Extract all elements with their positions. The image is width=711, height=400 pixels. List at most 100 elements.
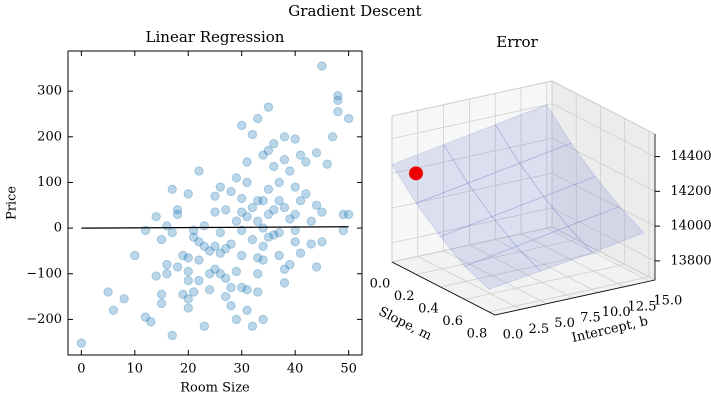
y-tick-label: 200 [37,129,62,144]
scatter-point [258,314,268,325]
x-tick-label: 10 [127,362,144,377]
scatter-point [306,239,316,249]
scatter-point [215,269,226,279]
scatter-point [333,95,343,105]
scatter-point [253,287,263,297]
y-tick-label: 2.5 [528,322,549,337]
z-tick-label: 14200 [670,184,711,199]
scatter-point [237,207,247,217]
scatter-point [258,196,268,206]
scatter-point [269,161,279,172]
grid-line [440,251,601,288]
y-tick-label: 15.0 [653,294,682,309]
scatter-point [183,275,193,286]
scatter-point [263,184,274,195]
scatter-point [199,321,210,331]
scatter-point [290,134,300,144]
axis-line [494,279,656,316]
y-tick-label: 5.0 [554,316,575,331]
grid-line [495,239,599,293]
surface-patch [543,176,621,227]
y-axis-label: Price [5,186,20,220]
scatter-point [140,312,151,322]
y-tick-label: 100 [37,175,62,190]
scatter-point [194,255,204,265]
scatter-point [151,211,161,222]
scatter-point [76,338,87,348]
scatter-point [167,227,177,238]
y-tick-label: 0 [54,221,62,236]
scatter-point [242,211,252,222]
y-tick-label: 12.5 [628,299,657,314]
scatter-point [194,275,204,286]
x-tick-label: 20 [180,362,197,377]
scatter-point [301,157,311,167]
grid-line [551,207,656,262]
scatter-point [322,159,332,169]
scatter-point [274,250,284,261]
scatter-point [188,225,199,236]
scatter-point [338,225,348,236]
scatter-point [274,227,284,238]
scatter-point [172,209,183,220]
surface-patch [467,162,545,218]
scatter-point [188,232,199,242]
scatter-point [172,262,183,272]
regression-line [81,226,349,229]
scatter-point [226,186,236,197]
grid-line [391,207,553,244]
x-tick-label: 40 [287,362,304,377]
scatter-point [290,209,300,220]
scatter-point [306,216,316,226]
scatter-point [183,303,193,313]
scatter-point [253,253,263,263]
scatter-point [253,113,263,124]
scatter-point [253,196,263,206]
scatter-point [220,291,231,302]
grid-line [488,276,650,313]
scatter-point [311,200,322,210]
grid-line [416,239,577,275]
surface-patch [463,245,542,290]
y-tick-label: −100 [26,266,62,281]
scatter-point [156,289,167,299]
scatter-point [242,157,252,167]
scatter-point [279,154,290,165]
grid-line [443,250,547,305]
scatter-point [210,264,220,274]
scatter-point [285,259,295,270]
scatter-point [183,253,193,263]
grid-line [391,172,553,209]
scatter-point [247,129,258,140]
scatter-point [183,266,193,277]
chart-title: Error [496,33,538,51]
scatter-point [290,182,300,192]
scatter-point [215,248,226,258]
scatter-point [263,145,274,156]
scatter-point [301,189,311,199]
scatter-point [231,173,242,183]
grid-line [464,264,625,300]
scatter-point [237,225,247,236]
scatter-point [327,132,338,142]
grid-line [391,103,553,139]
scatter-point [199,221,210,231]
scatter-point [290,225,300,236]
scatter-point [269,230,279,240]
scatter-point [210,241,220,252]
scatter-point [253,269,263,279]
scatter-point [338,209,348,220]
scatter-point [220,273,231,284]
x-tick-label: 0.8 [467,326,488,341]
scatter-point [215,227,226,238]
x-tick-label: 50 [340,362,357,377]
grid-line [391,226,553,263]
scatter-point [146,316,156,327]
scatter-point [317,237,327,247]
scatter-point [242,177,252,188]
z-tick-label: 14400 [670,149,711,164]
x-tick-label: 0.0 [370,277,391,292]
scatter-point [178,250,188,261]
surface-patch [391,144,469,204]
